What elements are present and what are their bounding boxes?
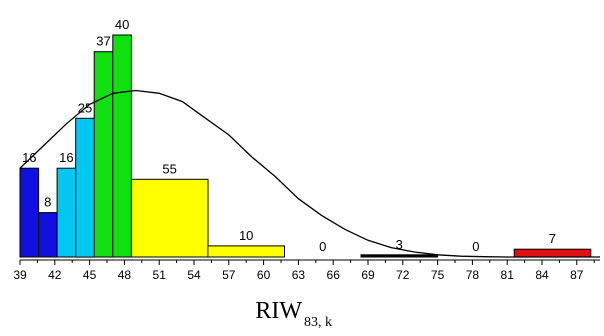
x-tick-label: 60 bbox=[257, 268, 271, 282]
x-tick-label: 48 bbox=[118, 268, 132, 282]
bars-group bbox=[19, 34, 592, 258]
x-ticks-group: 39 42 45 48 51 54 57 60 63 66 69 72 75 78 81 84 87 bbox=[13, 260, 595, 282]
x-tick-label: 84 bbox=[535, 268, 549, 282]
x-tick-label: 39 bbox=[13, 268, 27, 282]
histogram-bar bbox=[19, 167, 40, 258]
histogram-bar bbox=[513, 248, 592, 258]
bar-count-label: 25 bbox=[78, 100, 92, 115]
x-tick-label: 51 bbox=[153, 268, 167, 282]
bar-count-label: 7 bbox=[549, 231, 556, 246]
x-tick-label: 54 bbox=[187, 268, 201, 282]
histogram-bar bbox=[38, 212, 58, 258]
x-tick-label: 63 bbox=[292, 268, 306, 282]
bar-count-label: 37 bbox=[96, 34, 110, 49]
bar-count-label: 16 bbox=[22, 150, 36, 165]
histogram-bar bbox=[130, 178, 209, 258]
bar-count-label: 10 bbox=[239, 228, 253, 243]
bar-count-label: 55 bbox=[162, 161, 176, 176]
x-tick-label: 69 bbox=[361, 268, 375, 282]
x-tick-label: 75 bbox=[431, 268, 445, 282]
x-tick-label: 78 bbox=[466, 268, 480, 282]
bar-count-label: 40 bbox=[115, 17, 129, 32]
x-tick-label: 42 bbox=[48, 268, 62, 282]
histogram-bar bbox=[93, 51, 114, 258]
histogram-bar bbox=[75, 117, 95, 258]
x-axis-label: RIW bbox=[255, 298, 302, 324]
x-tick-label: 45 bbox=[83, 268, 97, 282]
histogram-bar bbox=[56, 167, 77, 258]
distribution-curve bbox=[19, 89, 600, 258]
x-tick-label: 87 bbox=[570, 268, 584, 282]
bar-count-label: 8 bbox=[44, 195, 51, 210]
bar-count-label: 0 bbox=[319, 239, 326, 254]
bar-count-label: 0 bbox=[472, 239, 479, 254]
x-tick-label: 72 bbox=[396, 268, 410, 282]
bar-count-label: 3 bbox=[396, 237, 403, 252]
bar-labels-group: 16 8 16 25 37 40 55 10 0 3 0 7 bbox=[22, 17, 556, 254]
histogram-bar bbox=[112, 34, 132, 258]
x-tick-label: 81 bbox=[501, 268, 515, 282]
x-tick-label: 57 bbox=[222, 268, 236, 282]
bar-count-label: 16 bbox=[59, 150, 73, 165]
histogram-bar bbox=[360, 254, 439, 258]
x-axis-label-subscript: 83, k bbox=[304, 315, 332, 330]
x-tick-label: 66 bbox=[327, 268, 341, 282]
histogram-bar bbox=[207, 245, 285, 258]
